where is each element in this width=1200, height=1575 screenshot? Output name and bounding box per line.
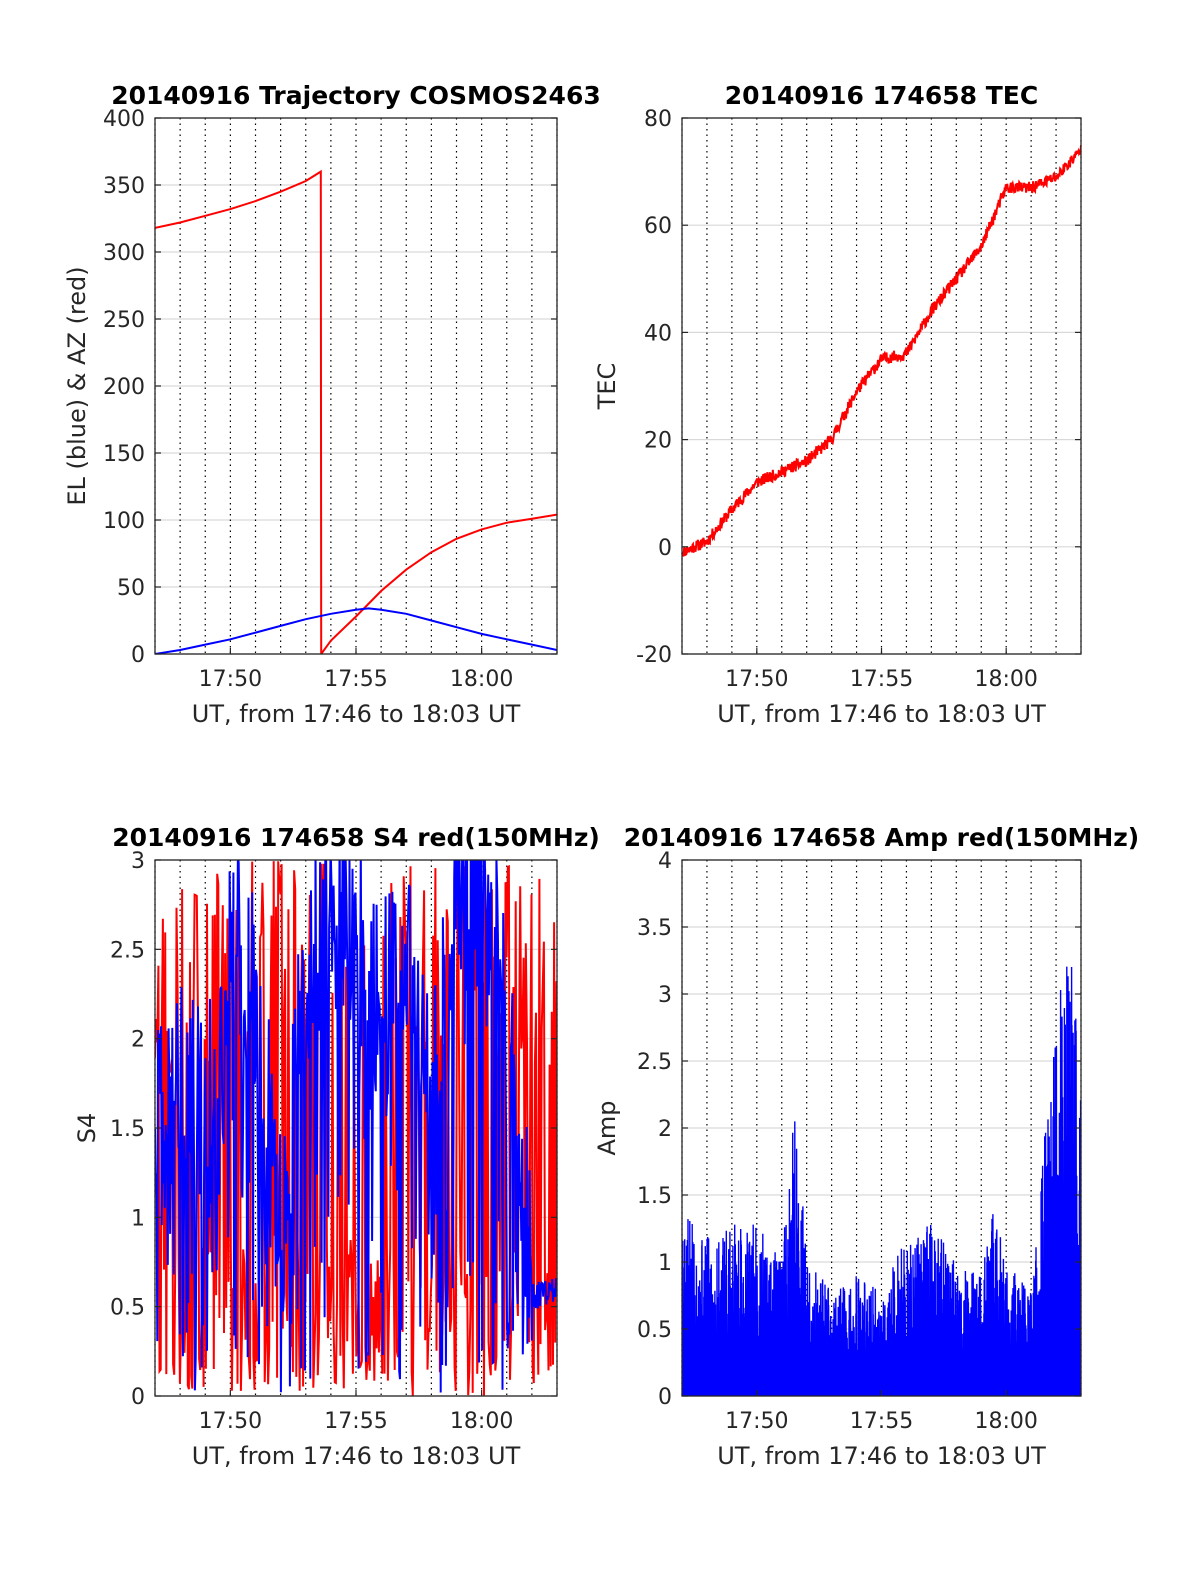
x-tick-label: 17:55 bbox=[850, 1409, 913, 1434]
y-tick-label: 1.5 bbox=[110, 1117, 145, 1142]
series-line-1 bbox=[155, 861, 557, 1396]
x-tick-label: 18:00 bbox=[450, 1409, 513, 1434]
y-tick-label: 350 bbox=[103, 174, 145, 199]
x-tick-label: 17:50 bbox=[199, 1409, 262, 1434]
x-tick-label: 17:50 bbox=[199, 667, 262, 692]
y-tick-label: 0 bbox=[131, 1385, 145, 1410]
chart-1: 0 50 100 150 200 250 300 350 400 17:50 17:55 18:00 2… bbox=[63, 81, 601, 728]
x-tick-label: 17:55 bbox=[850, 667, 913, 692]
x-axis-label: UT, from 17:46 to 18:03 UT bbox=[192, 700, 521, 728]
y-tick-label: 4 bbox=[658, 849, 672, 874]
x-tick-label: 18:00 bbox=[450, 667, 513, 692]
series-line-1 bbox=[682, 966, 1081, 1396]
y-axis-label: EL (blue) & AZ (red) bbox=[63, 266, 91, 505]
series-line-2 bbox=[155, 607, 557, 654]
x-tick-label: 17:50 bbox=[725, 1409, 788, 1434]
series-group bbox=[682, 966, 1081, 1396]
y-tick-label: -20 bbox=[636, 643, 672, 668]
y-tick-label: 1.5 bbox=[637, 1184, 672, 1209]
y-axis-label: S4 bbox=[73, 1113, 101, 1144]
y-tick-label: 250 bbox=[103, 308, 145, 333]
y-axis-label: Amp bbox=[593, 1100, 621, 1155]
y-tick-label: 300 bbox=[103, 241, 145, 266]
chart-title: 20140916 Trajectory COSMOS2463 bbox=[111, 81, 601, 110]
y-tick-label: 50 bbox=[117, 576, 145, 601]
y-tick-label: 1 bbox=[131, 1206, 145, 1231]
y-tick-label: 3 bbox=[658, 983, 672, 1008]
y-tick-label: 200 bbox=[103, 375, 145, 400]
x-axis-label: UT, from 17:46 to 18:03 UT bbox=[192, 1442, 521, 1470]
axes-box bbox=[681, 117, 1082, 655]
x-tick-label: 17:50 bbox=[725, 667, 788, 692]
x-axis-label: UT, from 17:46 to 18:03 UT bbox=[717, 1442, 1046, 1470]
y-tick-label: 0 bbox=[658, 1385, 672, 1410]
series-line-1 bbox=[155, 169, 557, 654]
y-tick-label: 40 bbox=[644, 321, 672, 346]
y-tick-label: 20 bbox=[644, 429, 672, 454]
y-tick-label: 60 bbox=[644, 214, 672, 239]
chart-2: -20 0 20 40 60 80 17:50 17:55 18:00 20140916 1746… bbox=[593, 81, 1082, 728]
y-tick-label: 2.5 bbox=[637, 1050, 672, 1075]
y-tick-label: 2 bbox=[131, 1028, 145, 1053]
x-tick-label: 17:55 bbox=[324, 1409, 387, 1434]
x-tick-label: 17:55 bbox=[324, 667, 387, 692]
y-tick-label: 2 bbox=[658, 1117, 672, 1142]
series-line-2 bbox=[155, 860, 557, 1393]
x-axis-label: UT, from 17:46 to 18:03 UT bbox=[717, 700, 1046, 728]
series-group bbox=[682, 145, 1081, 557]
x-tick-label: 18:00 bbox=[974, 1409, 1037, 1434]
y-tick-label: 1 bbox=[658, 1251, 672, 1276]
y-tick-label: 400 bbox=[103, 107, 145, 132]
y-tick-label: 0 bbox=[131, 643, 145, 668]
x-tick-label: 18:00 bbox=[974, 667, 1037, 692]
series-group bbox=[155, 169, 557, 654]
y-tick-label: 2.5 bbox=[110, 938, 145, 963]
series-line-1 bbox=[682, 145, 1081, 557]
y-tick-label: 3.5 bbox=[637, 916, 672, 941]
chart-4: 0 0.5 1 1.5 2 2.5 3 3.5 4 17:50 17:55 18:00 20140916… bbox=[593, 823, 1139, 1470]
y-tick-label: 150 bbox=[103, 442, 145, 467]
y-tick-label: 0.5 bbox=[637, 1318, 672, 1343]
y-tick-label: 3 bbox=[131, 849, 145, 874]
y-axis-label: TEC bbox=[593, 363, 621, 411]
chart-title: 20140916 174658 TEC bbox=[725, 81, 1038, 110]
y-tick-label: 80 bbox=[644, 107, 672, 132]
y-tick-label: 100 bbox=[103, 509, 145, 534]
y-tick-label: 0 bbox=[658, 536, 672, 561]
chart-3: 0 0.5 1 1.5 2 2.5 3 17:50 17:55 18:00 20140916 174… bbox=[73, 823, 600, 1470]
chart-title: 20140916 174658 Amp red(150MHz) bbox=[624, 823, 1140, 852]
chart-title: 20140916 174658 S4 red(150MHz) bbox=[112, 823, 600, 852]
series-group bbox=[155, 860, 557, 1396]
y-tick-label: 0.5 bbox=[110, 1296, 145, 1321]
